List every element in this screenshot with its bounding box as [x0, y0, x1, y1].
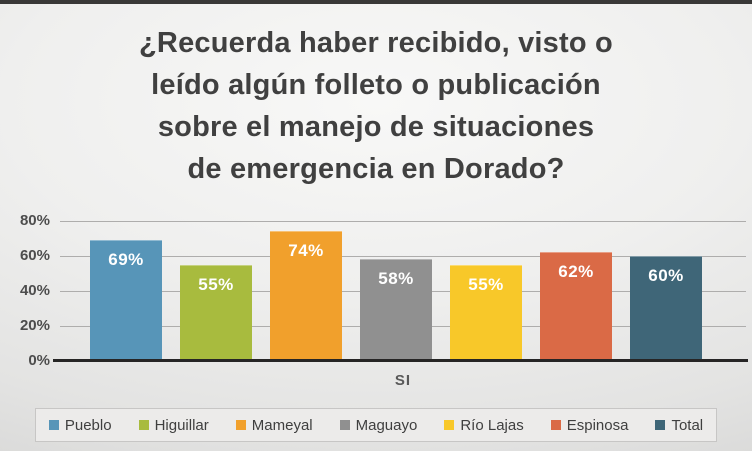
legend-label: Mameyal [251, 416, 313, 434]
bar-value-label: 55% [468, 275, 504, 294]
legend-swatch-icon [655, 420, 666, 430]
y-axis-tick-label: 60% [19, 247, 50, 264]
legend-item-pueblo: Pueblo [48, 416, 112, 434]
chart-title: ¿Recuerda haber recibido, visto o leído … [0, 22, 752, 190]
chart-title-line: de emergencia en Dorado? [187, 153, 565, 185]
bar-mameyal: 74% [270, 231, 342, 361]
x-axis-category-label: SI [394, 372, 412, 389]
legend-item-maguayo: Maguayo [339, 416, 418, 434]
chart-title-line: leído algún folleto o publicación [151, 69, 601, 101]
y-axis-tick-label: 20% [19, 317, 50, 334]
legend-swatch-icon [339, 420, 350, 430]
bar-total: 60% [630, 256, 702, 361]
gridline [60, 220, 746, 222]
legend-item-mameyal: Mameyal [235, 416, 313, 434]
legend-label: Pueblo [64, 416, 112, 434]
legend-item-espinosa: Espinosa [550, 416, 629, 434]
legend-swatch-icon [444, 420, 455, 430]
legend: Pueblo Higuillar Mameyal Maguayo Río Lajas Es… [35, 408, 717, 442]
y-axis-tick-label: 40% [19, 282, 50, 299]
bar-value-label: 74% [288, 241, 324, 260]
bar-value-label: 69% [108, 250, 144, 269]
legend-label: Maguayo [355, 416, 418, 434]
bar-río-lajas: 55% [450, 265, 522, 361]
bar-pueblo: 69% [90, 240, 162, 361]
legend-swatch-icon [48, 420, 59, 430]
legend-swatch-icon [138, 420, 149, 430]
bar-espinosa: 62% [540, 252, 612, 361]
legend-item-total: Total [655, 417, 703, 434]
legend-label: Espinosa [566, 416, 629, 434]
bar-value-label: 58% [378, 269, 414, 288]
chart-title-line: ¿Recuerda haber recibido, visto o [139, 27, 613, 59]
y-axis-tick-label: 80% [19, 212, 50, 229]
legend-item-higuillar: Higuillar [138, 416, 209, 434]
gridline [60, 255, 746, 257]
chart-title-line: sobre el manejo de situaciones [157, 111, 595, 143]
legend-label: Higuillar [154, 416, 209, 434]
x-axis-line [53, 359, 748, 362]
legend-label: Total [671, 416, 704, 434]
legend-swatch-icon [235, 420, 246, 430]
legend-swatch-icon [550, 420, 561, 430]
y-axis-tick-label: 0% [28, 352, 50, 369]
legend-item-río-lajas: Río Lajas [444, 416, 524, 434]
bar-value-label: 62% [558, 262, 594, 281]
chart-plot-area: 0% 20% 40% 60% 80% 69% 55% 74% 58% 55% 62% 60% SI [0, 4, 752, 451]
bar-value-label: 60% [648, 266, 684, 285]
bar-value-label: 55% [198, 275, 234, 294]
bar-higuillar: 55% [180, 265, 252, 361]
bar-maguayo: 58% [360, 259, 432, 361]
legend-label: Río Lajas [460, 416, 524, 434]
